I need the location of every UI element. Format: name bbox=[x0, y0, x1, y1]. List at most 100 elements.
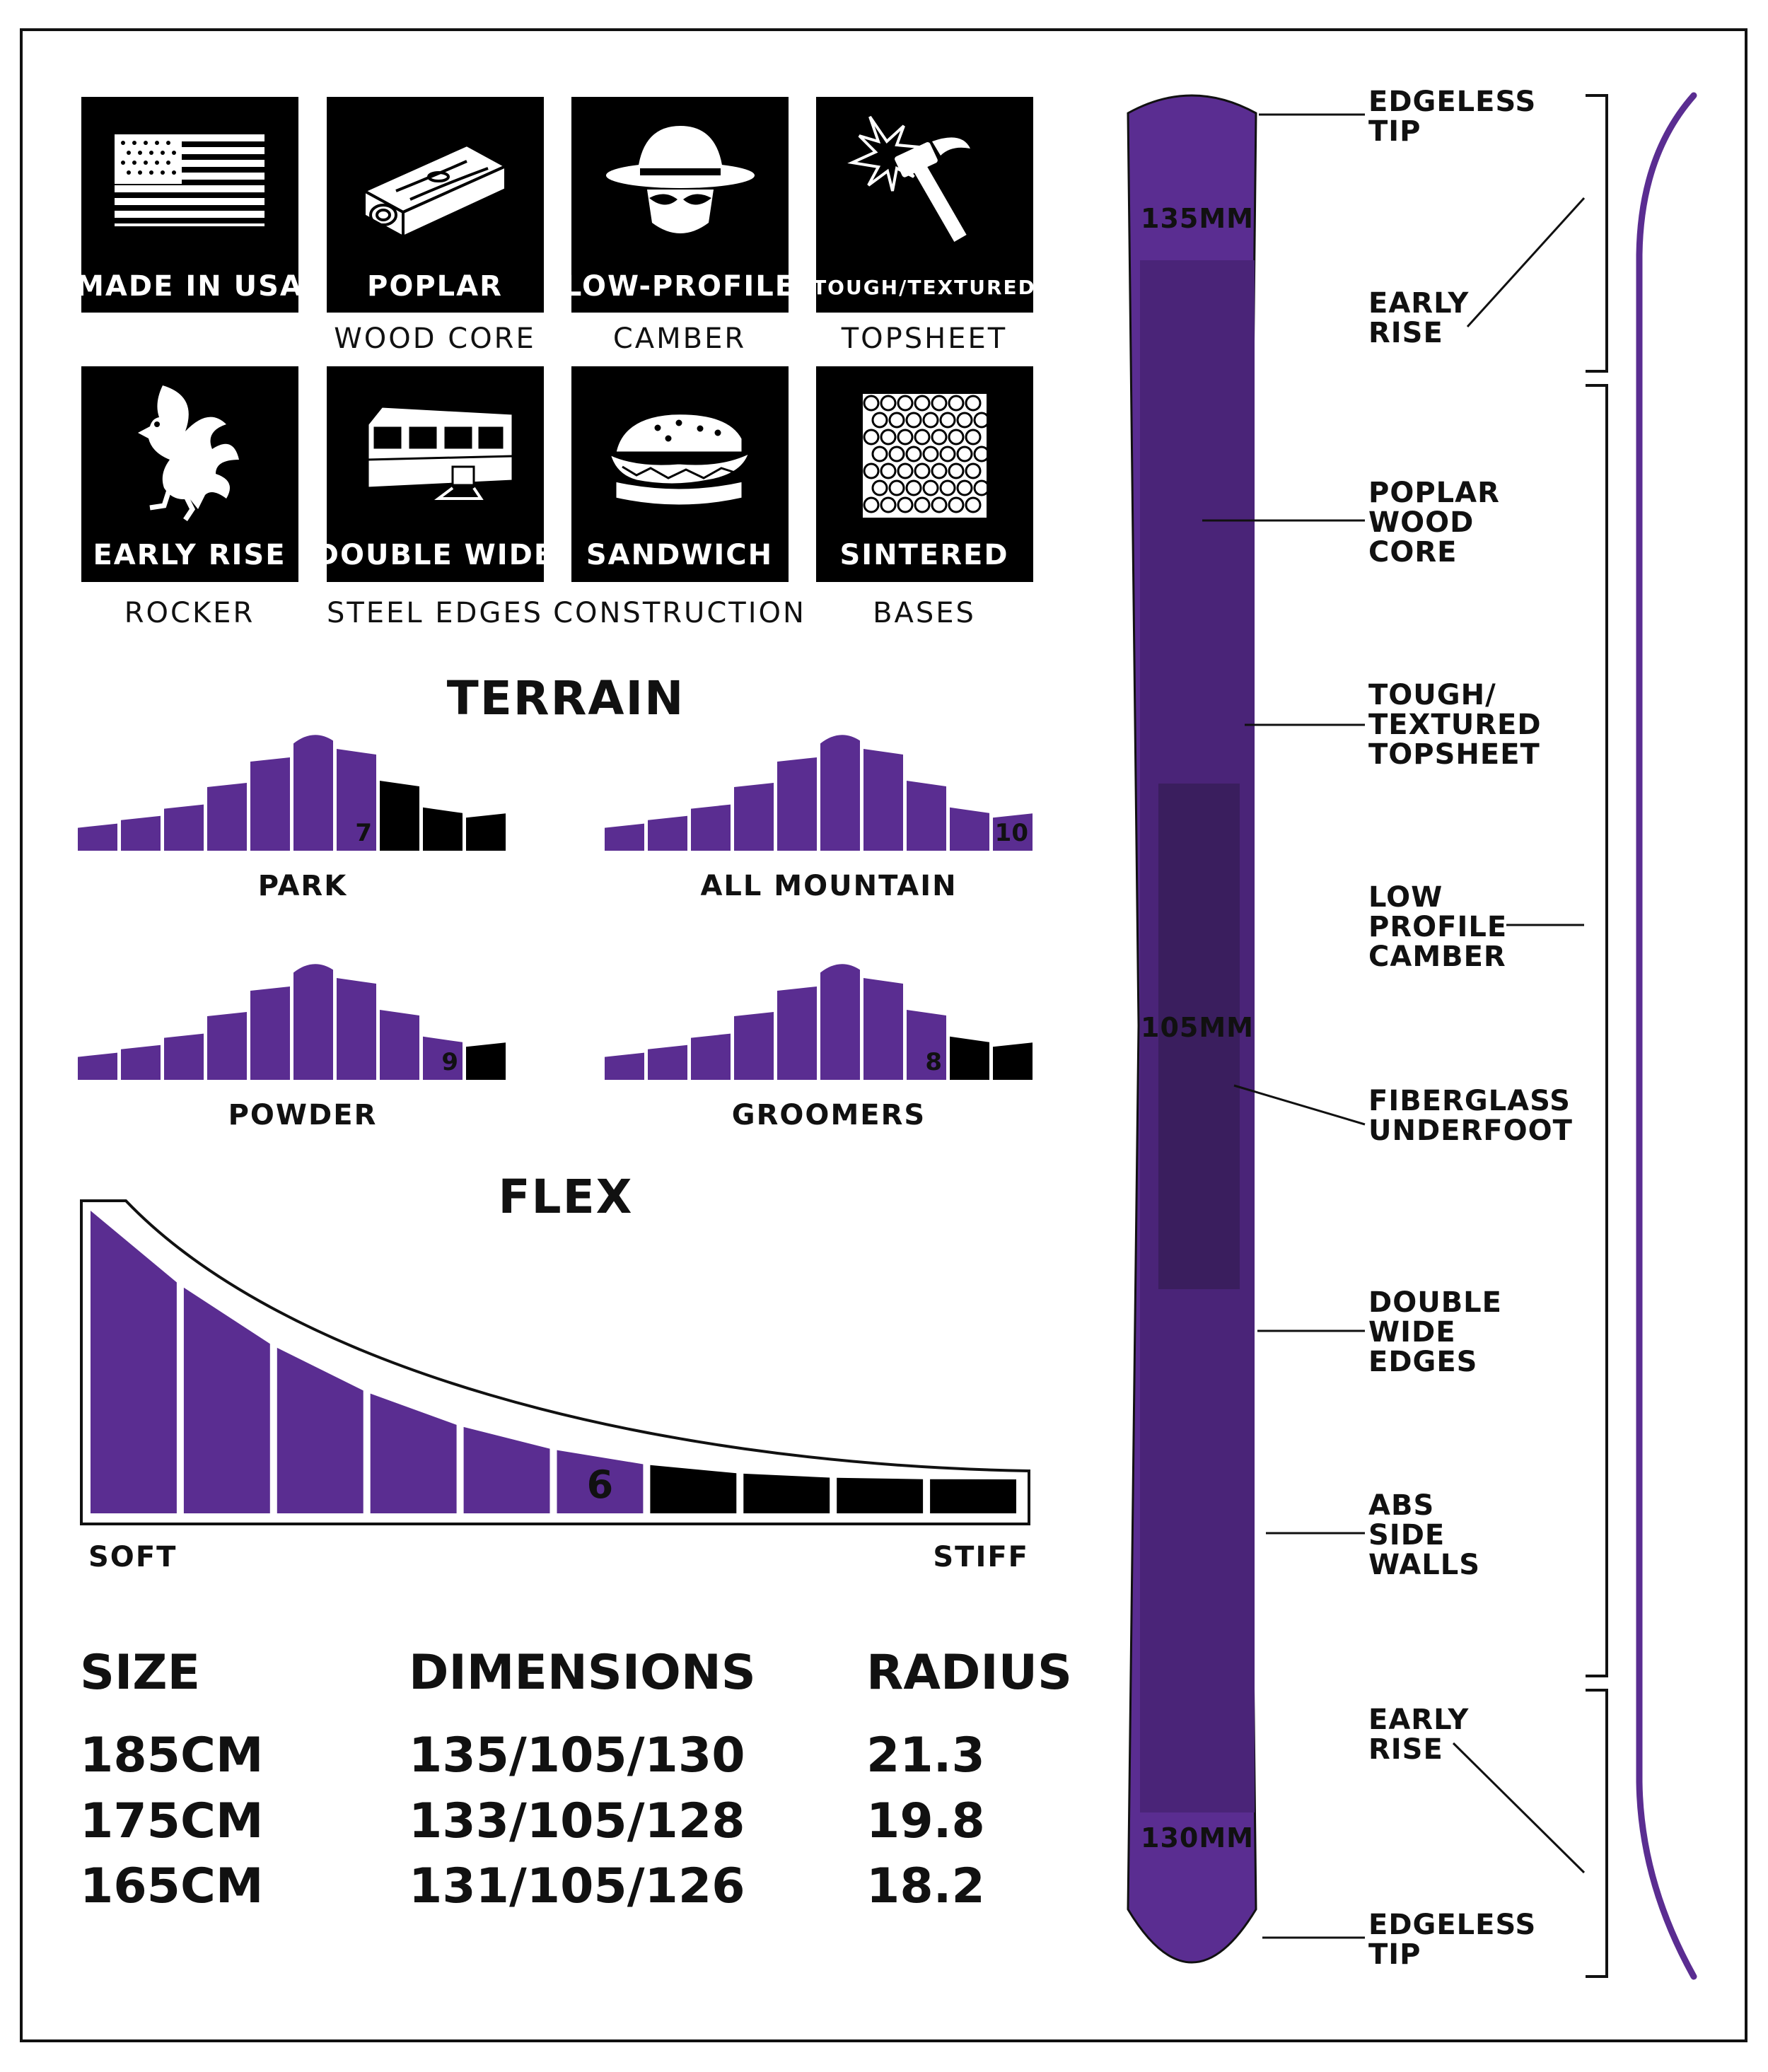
page-border bbox=[20, 28, 1747, 2042]
callout-early-rise-tail: EARLY RISE bbox=[1368, 1704, 1479, 1766]
feature-title: SINTERED bbox=[839, 539, 1008, 571]
terrain-bar bbox=[907, 781, 946, 851]
callout-poplar-wood-core: POPLAR WOOD CORE bbox=[1368, 477, 1511, 569]
specs-header: SIZE bbox=[80, 1645, 200, 1701]
feature-subtitle: CAMBER bbox=[613, 322, 746, 355]
flex-bar bbox=[463, 1426, 550, 1513]
ski-side-profile bbox=[1636, 92, 1697, 1980]
callout-camber: LOW PROFILE CAMBER bbox=[1368, 881, 1518, 973]
terrain-bar bbox=[993, 1042, 1033, 1080]
terrain-bar bbox=[121, 815, 161, 851]
trailer-icon bbox=[366, 405, 514, 500]
sandwich-icon bbox=[607, 412, 752, 507]
specs-cell: 131/105/126 bbox=[409, 1858, 745, 1914]
flex-bar bbox=[650, 1465, 737, 1513]
terrain-bar bbox=[250, 757, 290, 851]
terrain-bar bbox=[466, 813, 506, 851]
terrain-title: TERRAIN bbox=[447, 671, 685, 726]
terrain-bar bbox=[863, 978, 903, 1080]
feature-subtitle: WOOD CORE bbox=[334, 322, 536, 355]
terrain-bar bbox=[423, 1036, 463, 1080]
callout-early-rise: EARLY RISE bbox=[1368, 287, 1479, 349]
terrain-bar bbox=[78, 1052, 117, 1080]
terrain-bar bbox=[164, 804, 204, 851]
feature-tile: DOUBLE WIDE bbox=[315, 366, 554, 582]
flex-min-label: SOFT bbox=[88, 1541, 177, 1573]
feature-tile: TOUGH/TEXTURED bbox=[813, 97, 1035, 313]
honeycomb-icon bbox=[863, 394, 990, 518]
terrain-label: POWDER bbox=[228, 1099, 378, 1131]
terrain-bar bbox=[466, 1042, 506, 1080]
masked-man-icon bbox=[606, 126, 755, 233]
flex-bar bbox=[837, 1477, 924, 1513]
callout-leaders bbox=[1202, 113, 1586, 1939]
terrain-label: PARK bbox=[258, 870, 347, 902]
ski-tail-width: 130MM bbox=[1141, 1822, 1254, 1853]
terrain-label: GROOMERS bbox=[732, 1099, 926, 1131]
feature-tile: MADE IN USA bbox=[76, 97, 303, 313]
terrain-bar bbox=[777, 757, 817, 851]
rooster-icon bbox=[138, 385, 239, 521]
specs-cell: 185CM bbox=[80, 1728, 264, 1783]
terrain-bar bbox=[691, 1033, 731, 1080]
specs-cell: 21.3 bbox=[866, 1728, 985, 1783]
feature-tile: SANDWICH bbox=[571, 366, 789, 582]
terrain-rating-label: 8 bbox=[925, 1048, 942, 1076]
terrain-bar bbox=[820, 964, 860, 1080]
flex-bar bbox=[183, 1287, 270, 1513]
specs-cell: 165CM bbox=[80, 1858, 264, 1914]
feature-tile: LOW-PROFILE bbox=[564, 97, 796, 313]
feature-tile: EARLY RISE bbox=[81, 366, 298, 582]
terrain-bar bbox=[820, 735, 860, 851]
terrain-bar bbox=[907, 1010, 946, 1080]
terrain-bar bbox=[777, 986, 817, 1080]
terrain-bar bbox=[121, 1044, 161, 1080]
flex-bar bbox=[91, 1211, 177, 1513]
feature-subtitle: STEEL EDGES bbox=[327, 597, 543, 629]
specs-cell: 133/105/128 bbox=[409, 1793, 745, 1849]
terrain-bar bbox=[605, 823, 644, 851]
flex-bar bbox=[930, 1479, 1016, 1513]
feature-grid: MADE IN USA POPLAR bbox=[76, 97, 1035, 629]
terrain-bar bbox=[648, 815, 687, 851]
flex-rating-label: 6 bbox=[587, 1462, 614, 1507]
terrain-bar bbox=[337, 749, 376, 851]
specs-header: DIMENSIONS bbox=[409, 1645, 756, 1701]
callout-sidewalls: ABS SIDE WALLS bbox=[1368, 1489, 1480, 1581]
specs-cell: 18.2 bbox=[866, 1858, 985, 1914]
feature-title: DOUBLE WIDE bbox=[315, 539, 554, 571]
callout-labels: EDGELESS TIP EARLY RISE POPLAR WOOD CORE… bbox=[1368, 86, 1581, 1971]
terrain-bar bbox=[691, 804, 731, 851]
terrain-bar bbox=[950, 807, 989, 851]
feature-title: EARLY RISE bbox=[93, 539, 286, 571]
feature-title: LOW-PROFILE bbox=[564, 270, 796, 303]
callout-edgeless-tail: EDGELESS TIP bbox=[1368, 1909, 1547, 1971]
terrain-bar bbox=[293, 964, 333, 1080]
callout-fiberglass: FIBERGLASS UNDERFOOT bbox=[1368, 1085, 1581, 1147]
specs-cell: 135/105/130 bbox=[409, 1728, 745, 1783]
terrain-bar bbox=[734, 1012, 774, 1080]
terrain-rating-label: 7 bbox=[355, 819, 372, 847]
feature-title: POPLAR bbox=[367, 270, 503, 303]
feature-tile: SINTERED bbox=[816, 366, 1033, 582]
terrain-bar bbox=[950, 1036, 989, 1080]
feature-title: MADE IN USA bbox=[76, 270, 303, 303]
us-flag-icon bbox=[115, 134, 264, 226]
terrain-bar bbox=[380, 781, 419, 851]
terrain-ratings: 7 10 9 8 bbox=[78, 735, 1033, 1080]
specs-header: RADIUS bbox=[866, 1645, 1072, 1701]
feature-subtitle: TOPSHEET bbox=[841, 322, 1008, 355]
terrain-bar bbox=[380, 1010, 419, 1080]
callout-edgeless-tip: EDGELESS TIP bbox=[1368, 86, 1547, 148]
flex-title: FLEX bbox=[498, 1170, 633, 1224]
terrain-bar bbox=[993, 813, 1033, 851]
hammer-icon bbox=[847, 115, 970, 242]
profile-brackets bbox=[1586, 94, 1608, 1978]
flex-max-label: STIFF bbox=[933, 1541, 1029, 1573]
feature-subtitle: ROCKER bbox=[124, 597, 255, 629]
terrain-bar bbox=[648, 1044, 687, 1080]
terrain-bar bbox=[734, 783, 774, 851]
feature-tile: POPLAR bbox=[327, 97, 544, 313]
flex-bar bbox=[277, 1347, 364, 1513]
